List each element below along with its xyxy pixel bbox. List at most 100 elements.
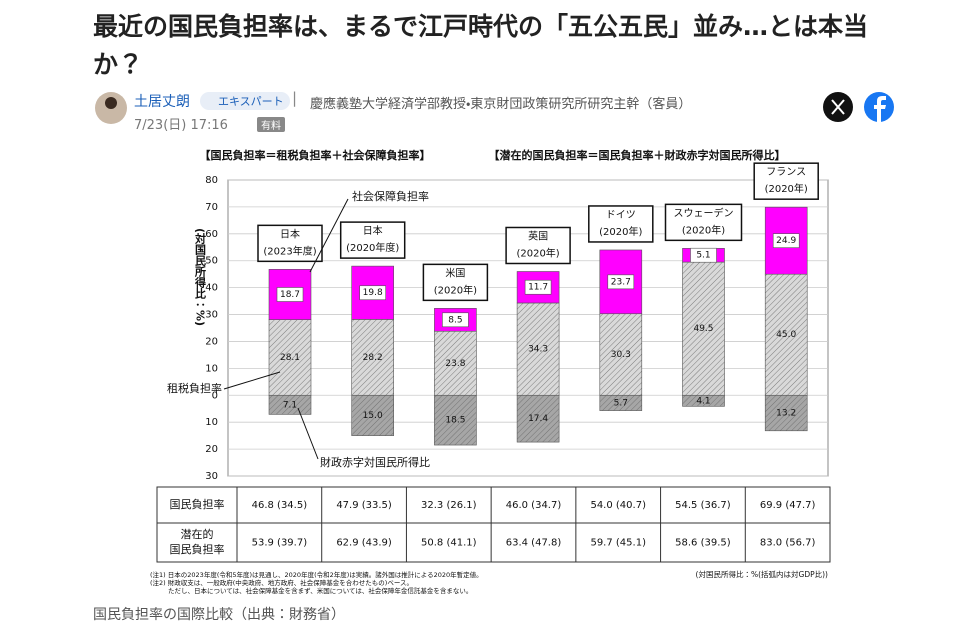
label-box xyxy=(524,279,552,295)
value-label: 23.8 xyxy=(445,359,465,369)
category-box xyxy=(664,203,743,242)
category-label: (2020年) xyxy=(516,246,559,259)
table-cell: 47.9 (33.5) xyxy=(336,500,392,511)
bar-segment xyxy=(764,394,808,432)
y-tick-label: 30 xyxy=(205,471,218,482)
y-tick-label: 40 xyxy=(205,283,218,294)
paid-tag: 有料 xyxy=(257,117,285,132)
category-label: 日本 xyxy=(280,227,300,240)
value-label: 45.0 xyxy=(776,330,796,340)
note: (注1) 日本の2023年度(令和5年度)は見通し、2020年度(令和2年度)は… xyxy=(150,570,483,579)
value-label: 15.0 xyxy=(363,411,383,421)
separator: | xyxy=(292,89,298,107)
leader-line xyxy=(223,371,281,390)
leader-line xyxy=(309,198,349,273)
value-label: 11.7 xyxy=(528,283,548,293)
bar-segment xyxy=(268,394,312,415)
value-label: 28.2 xyxy=(363,353,383,363)
y-tick-label: 50 xyxy=(205,256,218,267)
table-cell: 58.6 (39.5) xyxy=(675,538,731,549)
value-label: 17.4 xyxy=(528,414,548,424)
avatar-head xyxy=(105,97,117,109)
unit-note: (対国民所得比：%(括弧内は対GDP比)) xyxy=(696,569,829,579)
y-tick-label: 80 xyxy=(205,175,218,186)
value-label: 5.1 xyxy=(696,251,710,261)
row-label: 国民負担率 xyxy=(170,497,225,511)
leader-line xyxy=(297,407,319,460)
category-label: 英国 xyxy=(528,229,548,242)
y-tick-label: 0 xyxy=(212,390,218,401)
bar-segment xyxy=(434,394,477,446)
table-border xyxy=(156,486,831,563)
bar-segment xyxy=(516,394,560,443)
bar-segment xyxy=(599,394,643,411)
table-cell: 83.0 (56.7) xyxy=(760,538,816,549)
label-box xyxy=(772,233,800,248)
author[interactable]: 土居丈朗 xyxy=(134,94,190,110)
chart-header: 【潜在的国民負担率＝国民負担率＋財政赤字対国民所得比】 xyxy=(489,148,786,162)
value-label: 23.7 xyxy=(611,277,631,287)
y-tick-label: 10 xyxy=(205,363,218,374)
headline: 最近の国民負担率は、まるで江戸時代の「五公五民」並み…とは本当か？ xyxy=(93,12,869,79)
date: 7/23(日) 17:16 xyxy=(134,118,228,133)
table-cell: 54.5 (36.7) xyxy=(675,500,731,511)
bar-segment xyxy=(516,302,560,396)
table-cell: 69.9 (47.7) xyxy=(760,500,816,511)
category-box xyxy=(257,224,323,263)
value-label: 5.7 xyxy=(614,398,628,408)
row-label: 潜在的 xyxy=(181,527,214,541)
value-label: 28.1 xyxy=(280,353,300,363)
value-label: 8.5 xyxy=(448,315,462,325)
table-cell: 54.0 (40.7) xyxy=(590,500,646,511)
category-box xyxy=(753,162,819,200)
value-label: 24.9 xyxy=(776,236,796,246)
note: ただし、日本については、社会保障基金を含まず、米国については、社会保障年金信託基… xyxy=(168,586,472,595)
label-box xyxy=(442,312,469,328)
table-cell: 59.7 (45.1) xyxy=(590,538,646,549)
value-label: 18.5 xyxy=(445,416,465,426)
bar-segment xyxy=(351,394,395,436)
value-label: 4.1 xyxy=(696,396,710,406)
bar-segment xyxy=(599,313,643,396)
series-annotation: 財政赤字対国民所得比 xyxy=(320,455,430,469)
y-tick-label: 70 xyxy=(205,202,218,213)
value-label: 34.3 xyxy=(528,345,548,355)
table-cell: 63.4 (47.8) xyxy=(506,538,562,549)
value-label: 30.3 xyxy=(611,350,631,360)
category-label: (2020年) xyxy=(434,283,477,296)
category-box xyxy=(422,263,489,302)
category-label: ドイツ xyxy=(606,210,636,221)
category-label: 日本 xyxy=(363,224,383,237)
category-label: フランス xyxy=(766,166,806,178)
affiliation: 慶應義塾大学経済学部教授・東京財団政策研究所研究主幹（客員） xyxy=(310,97,692,112)
row-label: 国民負担率 xyxy=(170,542,225,556)
value-label: 18.7 xyxy=(280,290,300,300)
bar-segment xyxy=(682,394,725,407)
x-icon xyxy=(831,99,845,115)
table-cell: 50.8 (41.1) xyxy=(421,538,477,549)
y-tick-label: 60 xyxy=(205,229,218,240)
value-label: 19.8 xyxy=(363,288,383,298)
category-label: (2020年) xyxy=(599,225,642,238)
facebook-icon xyxy=(874,96,886,122)
category-label: 米国 xyxy=(445,266,465,279)
y-axis-label: (対国民所得比：%) xyxy=(194,228,208,326)
y-tick-label: 30 xyxy=(205,310,218,321)
series-annotation: 租税負担率 xyxy=(167,381,222,395)
value-label: 13.2 xyxy=(776,409,796,419)
label-box xyxy=(276,287,304,302)
label-box xyxy=(607,274,635,290)
bar-segment xyxy=(268,319,312,396)
table-cell: 46.8 (34.5) xyxy=(252,500,308,511)
table-cell: 46.0 (34.7) xyxy=(506,500,562,511)
badge: エキスパート xyxy=(200,92,290,110)
caption: 国民負担率の国際比較（出典：財務省） xyxy=(93,607,345,623)
table-cell: 53.9 (39.7) xyxy=(252,538,308,549)
table-cell: 62.9 (43.9) xyxy=(336,538,392,549)
label-box xyxy=(690,247,717,263)
y-tick-label: 20 xyxy=(205,336,218,347)
y-tick-label: 10 xyxy=(205,417,218,428)
category-box xyxy=(339,221,406,259)
